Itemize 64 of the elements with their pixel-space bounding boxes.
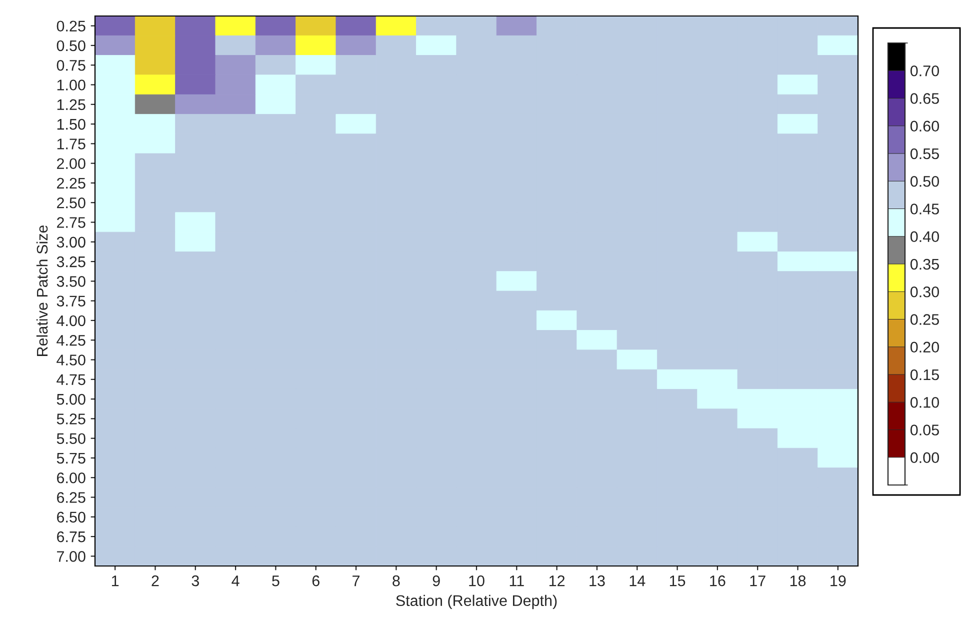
color-bar-label: 0.15 [910, 369, 939, 380]
x-tick-label: 19 [830, 575, 846, 586]
x-tick-label: 2 [152, 575, 159, 586]
y-tick-label: 2.75 [57, 217, 86, 228]
y-tick-label: 6.50 [57, 512, 86, 523]
color-bar-label: 0.00 [910, 452, 939, 464]
y-tick-label: 4.00 [56, 315, 86, 326]
y-tick-label: 3.75 [56, 296, 86, 307]
x-tick-label: 15 [670, 576, 686, 586]
y-axis-title: Relative Patch Size [36, 225, 48, 356]
x-tick-label: 14 [630, 576, 646, 586]
x-tick-label: 10 [469, 575, 484, 586]
x-tick-label: 3 [192, 575, 199, 586]
y-tick-label: 5.25 [56, 414, 86, 424]
y-tick-label: 2.25 [57, 178, 86, 189]
x-tick-label: 11 [510, 576, 524, 586]
x-tick-label: 8 [392, 575, 400, 586]
y-tick-label: 1.00 [57, 80, 86, 90]
x-tick-label: 4 [232, 576, 240, 586]
y-tick-label: 2.50 [57, 197, 86, 208]
y-tick-label: 3.25 [56, 256, 86, 268]
color-bar-label: 0.05 [910, 424, 939, 436]
y-tick-label: 4.25 [56, 334, 86, 346]
y-tick-label: 4.75 [56, 374, 86, 386]
y-tick-label: 1.50 [57, 118, 86, 130]
x-tick-label: 18 [790, 575, 806, 586]
y-tick-label: 3.50 [56, 276, 86, 287]
color-bar-label: 0.40 [910, 231, 939, 242]
color-bar-label: 0.55 [910, 148, 939, 160]
x-axis-title: Station (Relative Depth) [396, 594, 557, 610]
y-tick-label: 4.50 [56, 354, 86, 366]
x-tick-label: 17 [750, 576, 766, 586]
y-tick-label: 2.00 [57, 158, 86, 170]
color-bar-label: 0.35 [910, 258, 939, 270]
x-tick-label: 9 [432, 575, 440, 586]
x-tick-label: 6 [312, 575, 320, 586]
y-tick-label: 7.00 [57, 551, 86, 562]
color-bar-label: 0.30 [910, 286, 939, 298]
y-tick-label: 6.25 [57, 492, 86, 503]
color-bar-label: 0.65 [910, 93, 939, 104]
color-bar-label: 0.20 [910, 342, 939, 353]
color-bar-label: 0.50 [910, 176, 939, 187]
color-bar-label: 0.45 [910, 204, 939, 214]
color-bar-label: 0.70 [910, 65, 939, 76]
x-tick-label: 7 [352, 576, 360, 586]
y-tick-label: 0.50 [56, 40, 86, 52]
color-bar-label: 0.60 [910, 120, 939, 132]
y-tick-label: 6.75 [57, 531, 86, 542]
y-tick-label: 5.50 [56, 433, 86, 444]
y-tick-label: 1.75 [57, 138, 86, 150]
color-bar-label: 0.10 [910, 396, 939, 408]
x-tick-label: 13 [590, 575, 605, 586]
y-tick-label: 0.75 [56, 60, 86, 71]
color-bar-label: 0.25 [910, 314, 939, 325]
x-tick-label: 12 [549, 575, 565, 586]
x-tick-label: 5 [272, 576, 280, 586]
y-tick-label: 5.75 [56, 452, 86, 464]
y-tick-label: 0.25 [56, 20, 86, 32]
x-tick-label: 16 [710, 575, 726, 586]
x-tick-label: 1 [112, 576, 119, 586]
y-tick-label: 1.25 [57, 99, 86, 110]
y-tick-label: 3.00 [56, 236, 86, 248]
y-tick-label: 6.00 [57, 472, 86, 484]
y-tick-label: 5.00 [56, 394, 86, 405]
